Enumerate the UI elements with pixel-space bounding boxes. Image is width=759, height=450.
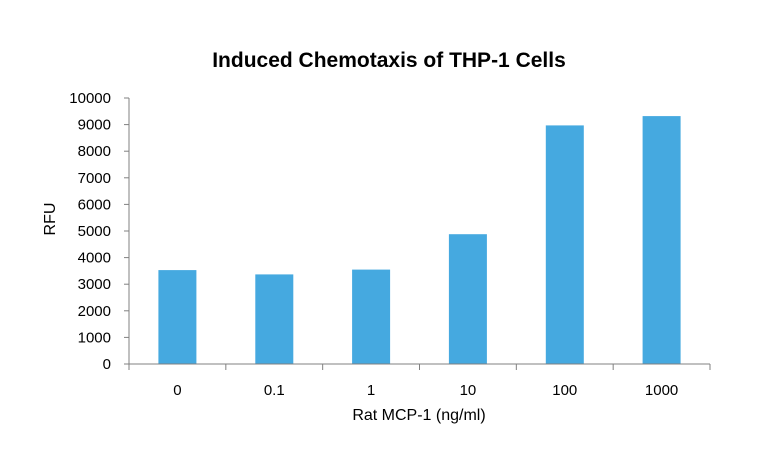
y-tick-label: 1000 bbox=[78, 329, 111, 346]
y-tick-label: 6000 bbox=[78, 196, 111, 213]
y-tick-label: 5000 bbox=[78, 223, 111, 240]
y-tick-label: 0 bbox=[103, 356, 111, 373]
y-tick-label: 10000 bbox=[69, 90, 111, 107]
y-axis: 0 1000 2000 3000 4000 5000 6000 7000 8000 9000 100… bbox=[69, 90, 130, 373]
bar-1000 bbox=[642, 116, 681, 364]
bars-group bbox=[158, 116, 681, 365]
bar-10 bbox=[448, 234, 487, 364]
x-tick-label: 0 bbox=[173, 382, 181, 399]
y-tick-label: 3000 bbox=[78, 276, 111, 293]
chart-title: Induced Chemotaxis of THP-1 Cells bbox=[212, 49, 566, 72]
x-tick-label: 100 bbox=[552, 382, 577, 399]
y-tick-label: 2000 bbox=[78, 303, 111, 320]
bar-1 bbox=[352, 269, 391, 364]
x-tick-label: 0.1 bbox=[264, 382, 285, 399]
y-tick-label: 4000 bbox=[78, 250, 111, 267]
bar-0 bbox=[158, 270, 197, 364]
x-tick-label: 1 bbox=[367, 382, 375, 399]
x-axis-label: Rat MCP-1 (ng/ml) bbox=[352, 407, 485, 424]
x-tick-label: 10 bbox=[460, 382, 477, 399]
y-axis-label: RFU bbox=[42, 203, 59, 236]
y-tick-label: 7000 bbox=[78, 170, 111, 187]
x-tick-label: 1000 bbox=[645, 382, 678, 399]
x-axis: 0 0.1 1 10 100 1000 bbox=[128, 363, 711, 399]
bar-0.1 bbox=[255, 274, 294, 364]
y-tick-label: 8000 bbox=[78, 143, 111, 160]
bar-100 bbox=[545, 125, 584, 365]
y-tick-label: 9000 bbox=[78, 117, 111, 134]
